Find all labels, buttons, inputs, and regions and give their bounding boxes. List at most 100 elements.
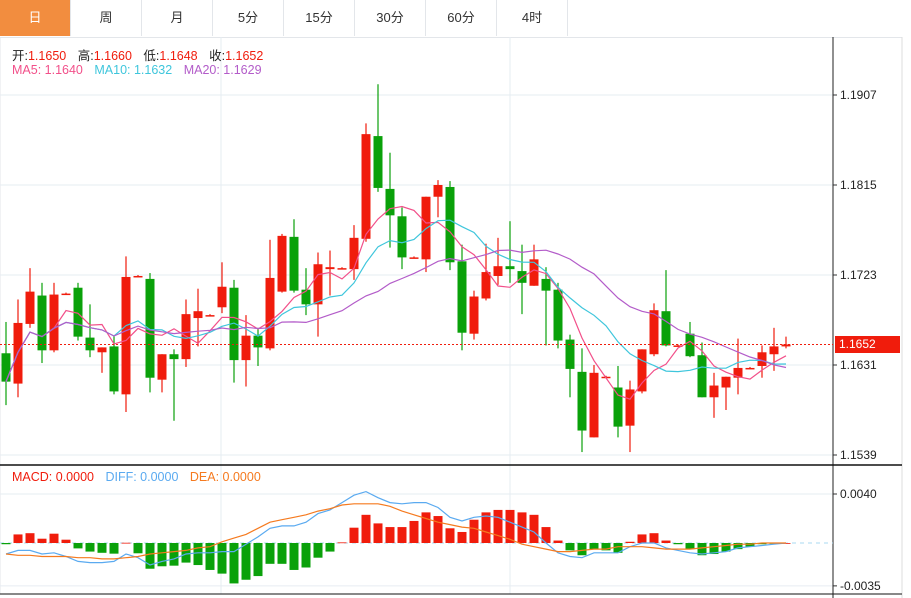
candle-down <box>109 346 119 392</box>
macd-bar <box>421 512 431 543</box>
candle-down <box>685 333 695 357</box>
candle-up <box>133 275 143 278</box>
tab-day[interactable]: 日 <box>0 0 71 36</box>
low-value: 1.1648 <box>159 49 198 63</box>
macd-bar <box>445 528 455 543</box>
dea-value: DEA: 0.0000 <box>189 470 261 484</box>
macd-bar <box>361 514 371 543</box>
ma10-value: MA10: 1.1632 <box>94 63 173 77</box>
candle-up <box>61 293 71 296</box>
macd-bar <box>613 543 623 553</box>
candle-down <box>397 216 407 258</box>
macd-bar <box>385 527 395 543</box>
macd-bar <box>709 543 719 555</box>
macd-bar <box>349 527 359 543</box>
candle-up <box>97 347 107 353</box>
period-tabs: 日 周 月 5分 15分 30分 60分 4时 <box>0 0 902 38</box>
y-tick-label: 1.1907 <box>840 88 877 102</box>
macd-bar <box>505 509 515 543</box>
candle-down <box>577 371 587 431</box>
macd-bar <box>733 543 743 550</box>
candle-down <box>613 387 623 427</box>
macd-bar <box>373 523 383 543</box>
macd-bar <box>97 543 107 553</box>
candle-down <box>385 188 395 216</box>
macd-bar <box>313 543 323 558</box>
candle-up <box>529 259 539 286</box>
macd-bar <box>661 540 671 543</box>
candle-up <box>625 389 635 426</box>
candle-up <box>673 345 683 347</box>
macd-bar <box>169 543 179 566</box>
macd-bar <box>109 543 119 554</box>
macd-bar <box>289 543 299 570</box>
macd-bar <box>157 543 167 567</box>
high-label: 高: <box>77 49 94 63</box>
macd-bar <box>601 543 611 551</box>
candle-down <box>505 266 515 270</box>
tab-15min[interactable]: 15分 <box>284 0 355 36</box>
macd-bar <box>13 534 23 543</box>
macd-bar <box>1 543 11 545</box>
ma5-value: MA5: 1.1640 <box>12 63 83 77</box>
candle-up <box>757 352 767 366</box>
candle-down <box>145 278 155 378</box>
macd-y-tick-label: 0.0040 <box>840 487 877 501</box>
candle-up <box>433 185 443 197</box>
open-label: 开: <box>12 49 28 63</box>
macd-bar <box>481 512 491 543</box>
macd-bar <box>133 543 143 554</box>
macd-bar <box>37 538 47 543</box>
macd-bar <box>697 543 707 556</box>
macd-bar <box>277 543 287 564</box>
macd-bar <box>397 527 407 543</box>
tab-4hour[interactable]: 4时 <box>497 0 568 36</box>
candle-up <box>121 276 131 395</box>
candle-down <box>37 295 47 351</box>
tab-week[interactable]: 周 <box>71 0 142 36</box>
macd-bar <box>181 543 191 563</box>
candle-down <box>457 261 467 333</box>
candle-up <box>25 291 35 324</box>
macd-bar <box>61 539 71 543</box>
candle-down <box>373 136 383 188</box>
candle-up <box>481 272 491 299</box>
high-value: 1.1660 <box>93 49 132 63</box>
tab-60min[interactable]: 60分 <box>426 0 497 36</box>
candle-down <box>541 278 551 291</box>
candle-up <box>325 267 335 270</box>
macd-bar <box>121 542 131 544</box>
y-tick-label: 1.1631 <box>840 358 877 372</box>
candle-up <box>337 268 347 270</box>
tab-30min[interactable]: 30分 <box>355 0 426 36</box>
ma-legend: MA5: 1.1640 MA10: 1.1632 MA20: 1.1629 <box>12 63 270 77</box>
tab-month[interactable]: 月 <box>142 0 213 36</box>
candle-up <box>313 264 323 305</box>
macd-legend: MACD: 0.0000 DIFF: 0.0000 DEA: 0.0000 <box>12 470 269 484</box>
candle-up <box>745 367 755 370</box>
candle-up <box>769 346 779 355</box>
candle-up <box>709 385 719 398</box>
macd-bar <box>565 543 575 551</box>
candle-up <box>205 315 215 317</box>
macd-value: MACD: 0.0000 <box>12 470 94 484</box>
tab-5min[interactable]: 5分 <box>213 0 284 36</box>
ohlc-legend: 开:1.1650 高:1.1660 低:1.1648 收:1.1652 <box>12 45 271 64</box>
candle-down <box>73 287 83 337</box>
current-price-tag: 1.1652 <box>835 336 900 353</box>
macd-bar <box>25 533 35 543</box>
macd-bar <box>145 543 155 569</box>
y-tick-label: 1.1539 <box>840 448 877 462</box>
candle-up <box>361 134 371 239</box>
macd-bar <box>685 543 695 550</box>
macd-bar <box>229 543 239 584</box>
macd-bar <box>553 540 563 543</box>
candle-up <box>409 257 419 259</box>
candle-up <box>589 372 599 438</box>
low-label: 低: <box>143 49 160 63</box>
macd-bar <box>541 527 551 543</box>
candle-down <box>289 236 299 291</box>
candle-up <box>637 349 647 392</box>
candle-up <box>721 376 731 388</box>
